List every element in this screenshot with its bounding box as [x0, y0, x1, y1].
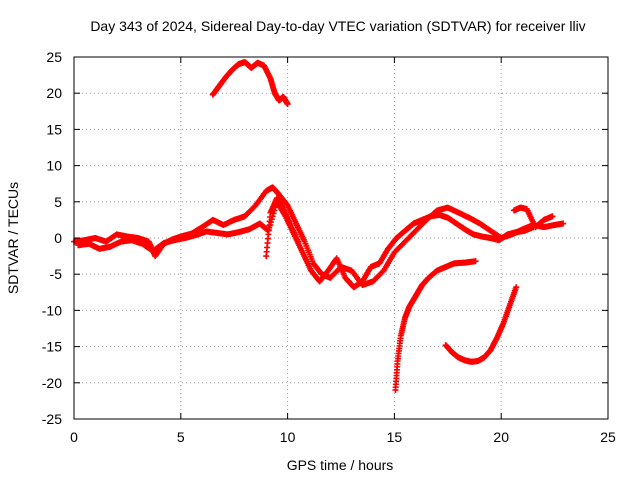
y-tick-label: -15 [42, 339, 62, 355]
data-points [71, 59, 566, 393]
y-tick-label: 5 [54, 194, 62, 210]
chart-title: Day 343 of 2024, Sidereal Day-to-day VTE… [90, 18, 585, 34]
x-tick-label: 15 [387, 429, 403, 445]
y-axis-label: SDTVAR / TECUs [5, 182, 21, 294]
y-tick-label: 25 [46, 49, 62, 65]
grid-lines [74, 57, 608, 419]
axis-ticks: 0 5 10 15 20 25 -25 -20 -15 -10 -5 0 5 10 15 20 25 [42, 49, 616, 445]
x-tick-label: 5 [177, 429, 185, 445]
y-tick-label: -5 [50, 266, 63, 282]
x-tick-label: 20 [493, 429, 509, 445]
y-tick-label: -25 [42, 411, 62, 427]
y-tick-label: -20 [42, 375, 62, 391]
y-tick-label: -10 [42, 302, 62, 318]
x-axis-label: GPS time / hours [287, 457, 394, 473]
y-tick-label: 0 [54, 230, 62, 246]
sdtvar-chart: Day 343 of 2024, Sidereal Day-to-day VTE… [0, 0, 640, 480]
series-trace-f [443, 284, 519, 365]
x-tick-label: 10 [280, 429, 296, 445]
x-tick-label: 0 [70, 429, 78, 445]
y-tick-label: 20 [46, 85, 62, 101]
series-trace-d [210, 59, 291, 107]
y-tick-label: 15 [46, 121, 62, 137]
series-trace-e [392, 258, 478, 393]
y-tick-label: 10 [46, 158, 62, 174]
x-tick-label: 25 [600, 429, 616, 445]
